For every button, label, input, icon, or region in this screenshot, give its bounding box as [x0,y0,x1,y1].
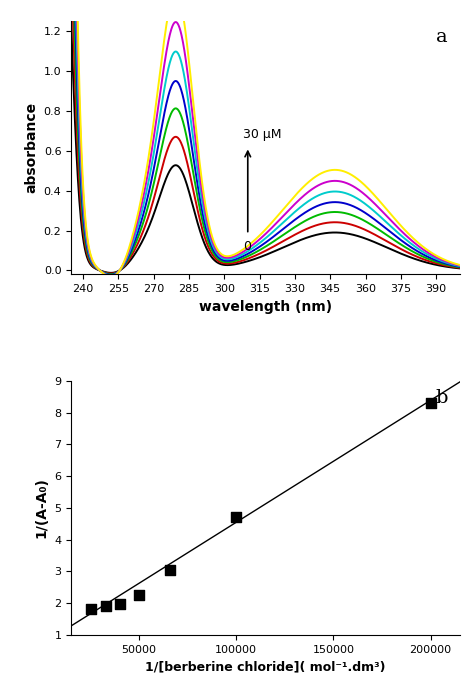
Text: b: b [436,388,448,406]
Point [116,598,123,609]
Text: 0: 0 [243,241,251,253]
Text: 30 μM: 30 μM [243,128,282,141]
Text: a: a [437,28,448,46]
X-axis label: wavelength (nm): wavelength (nm) [199,299,332,314]
Y-axis label: 1/(A-A₀): 1/(A-A₀) [35,477,49,538]
Point [427,397,434,408]
Point [232,512,240,523]
Point [87,603,94,614]
X-axis label: 1/[berberine chloride]( mol⁻¹.dm³): 1/[berberine chloride]( mol⁻¹.dm³) [145,660,386,673]
Y-axis label: absorbance: absorbance [24,102,38,193]
Point [135,589,143,600]
Point [102,601,110,612]
Point [166,565,174,576]
